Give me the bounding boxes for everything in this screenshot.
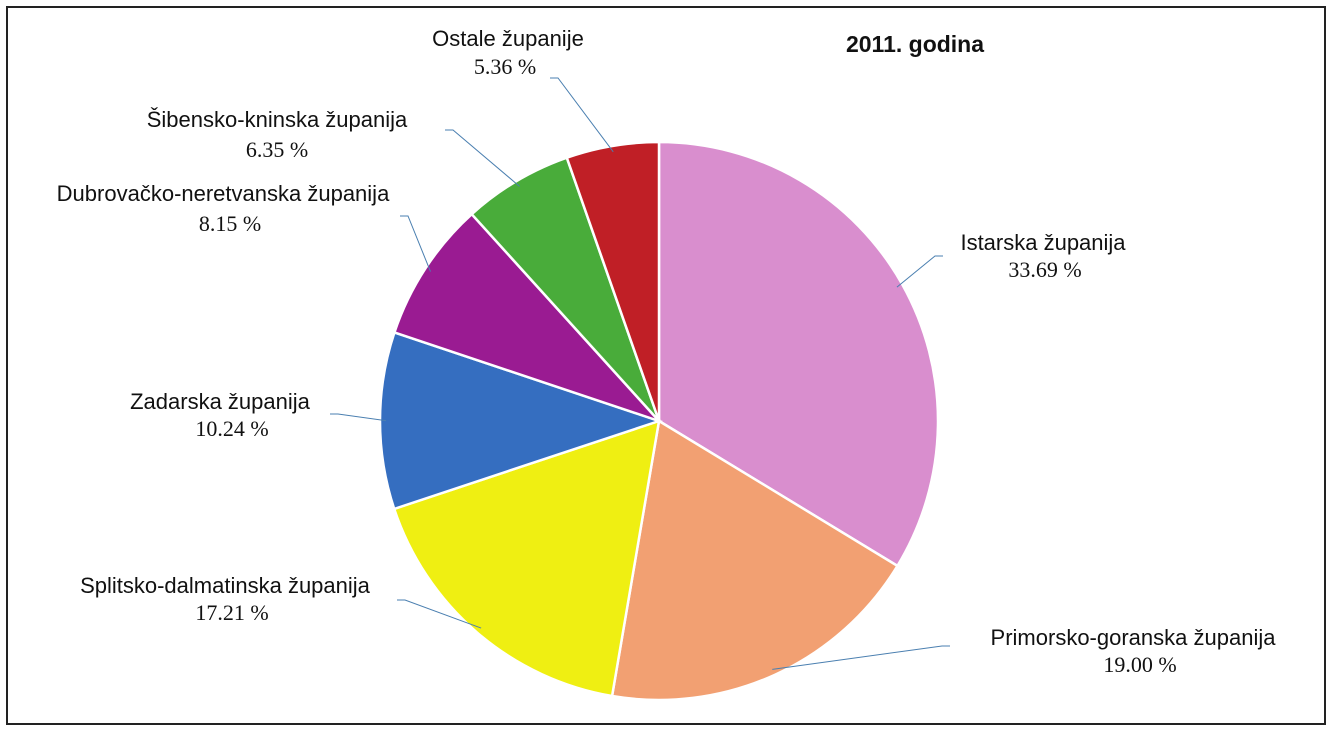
leader-line-2 bbox=[772, 645, 950, 670]
slice-label-5: Dubrovačko-neretvanska županija bbox=[57, 181, 390, 206]
slice-label-6: Šibensko-kninska županija bbox=[147, 107, 408, 132]
slice-value-3: 17.21 % bbox=[195, 600, 268, 625]
pie-slice-4 bbox=[378, 330, 663, 511]
slice-label-2: Primorsko-goranska županija bbox=[991, 625, 1277, 650]
leader-line-4 bbox=[330, 413, 387, 422]
leader-lines bbox=[330, 77, 950, 670]
pie-slices bbox=[378, 140, 940, 702]
slice-value-1: 33.69 % bbox=[1008, 257, 1081, 282]
leader-line-6 bbox=[445, 129, 520, 187]
slice-label-7: Ostale županije bbox=[432, 26, 584, 51]
leader-line-3 bbox=[397, 599, 482, 629]
pie-slice-2 bbox=[610, 418, 900, 702]
slice-value-7: 5.36 % bbox=[474, 54, 536, 79]
pie-slice-5 bbox=[392, 212, 664, 424]
slice-value-2: 19.00 % bbox=[1103, 652, 1176, 677]
slice-value-5: 8.15 % bbox=[199, 211, 261, 236]
slice-value-6: 6.35 % bbox=[246, 137, 308, 162]
leader-line-5 bbox=[400, 215, 431, 272]
slice-label-1: Istarska županija bbox=[960, 230, 1126, 255]
pie-slice-7 bbox=[565, 140, 661, 422]
slice-value-4: 10.24 % bbox=[195, 416, 268, 441]
pie-slice-3 bbox=[392, 419, 661, 698]
slice-label-4: Zadarska županija bbox=[130, 389, 311, 414]
leader-line-1 bbox=[896, 255, 943, 288]
chart-title: 2011. godina bbox=[846, 31, 984, 57]
leader-line-7 bbox=[550, 77, 614, 153]
pie-slice-1 bbox=[657, 140, 940, 568]
slice-label-3: Splitsko-dalmatinska županija bbox=[80, 573, 371, 598]
